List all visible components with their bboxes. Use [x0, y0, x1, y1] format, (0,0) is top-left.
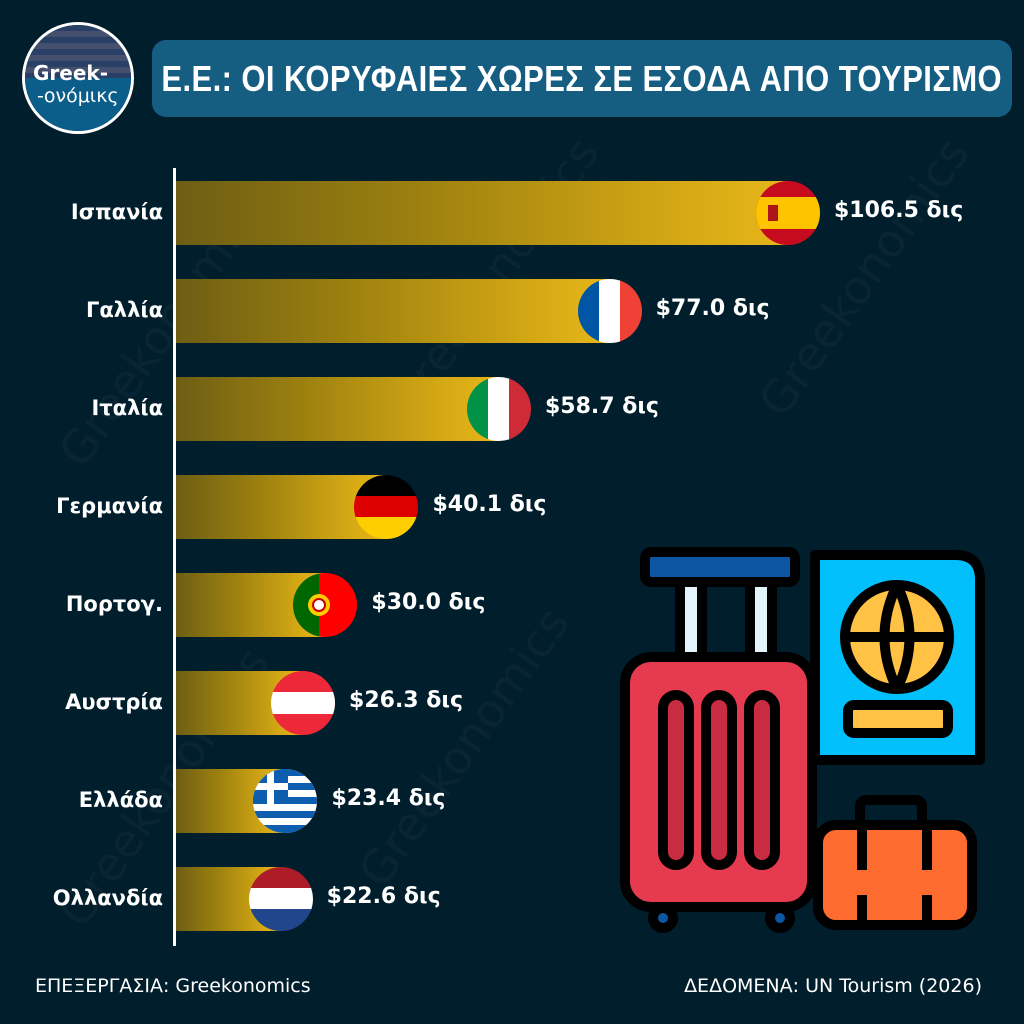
bar — [176, 377, 499, 441]
value-label: $22.6 δις — [326, 884, 441, 909]
category-label: Γαλλία — [86, 298, 163, 322]
portugal-flag-icon — [293, 573, 358, 637]
bar — [176, 181, 788, 245]
bar — [176, 279, 610, 343]
y-axis-line — [173, 168, 176, 946]
logo-line1: Greek- — [33, 61, 109, 85]
greece-flag-icon — [253, 769, 318, 833]
logo: Greek- -ονόμικς — [22, 22, 134, 134]
value-label: $40.1 δις — [432, 492, 547, 517]
value-label: $26.3 δις — [349, 688, 464, 713]
value-label: $23.4 δις — [331, 786, 446, 811]
spain-flag-icon — [756, 181, 820, 245]
value-label: $30.0 δις — [371, 590, 486, 615]
title-banner: Ε.Ε.: ΟΙ ΚΟΡΥΦΑΙΕΣ ΧΩΡΕΣ ΣΕ ΕΣΟΔΑ ΑΠΟ ΤΟ… — [152, 40, 1012, 117]
category-label: Ελλάδα — [78, 788, 163, 812]
bag-icon — [813, 820, 977, 930]
footer-source: ΔΕΔΟΜΕΝΑ: UN Tourism (2026) — [684, 975, 982, 997]
footer-credit: ΕΠΕΞΕΡΓΑΣΙΑ: Greekonomics — [35, 975, 311, 997]
netherlands-flag-icon — [248, 867, 313, 931]
handle-top-icon — [640, 547, 800, 587]
value-label: $106.5 δις — [834, 198, 964, 223]
category-label: Ιταλία — [91, 396, 163, 420]
italy-flag-icon — [466, 377, 531, 441]
logo-line2: -ονόμικς — [37, 85, 119, 107]
category-label: Ολλανδία — [52, 886, 163, 910]
category-label: Γερμανία — [56, 494, 163, 518]
bar — [176, 475, 387, 539]
france-flag-icon — [577, 279, 642, 343]
value-label: $58.7 δις — [544, 394, 659, 419]
austria-flag-icon — [271, 671, 336, 735]
page-title: Ε.Ε.: ΟΙ ΚΟΡΥΦΑΙΕΣ ΧΩΡΕΣ ΣΕ ΕΣΟΔΑ ΑΠΟ ΤΟ… — [161, 57, 1003, 99]
value-label: $77.0 δις — [655, 296, 770, 321]
germany-flag-icon — [354, 475, 419, 539]
category-label: Αυστρία — [65, 690, 163, 714]
category-label: Πορτογ. — [65, 592, 163, 616]
category-label: Ισπανία — [70, 200, 163, 224]
